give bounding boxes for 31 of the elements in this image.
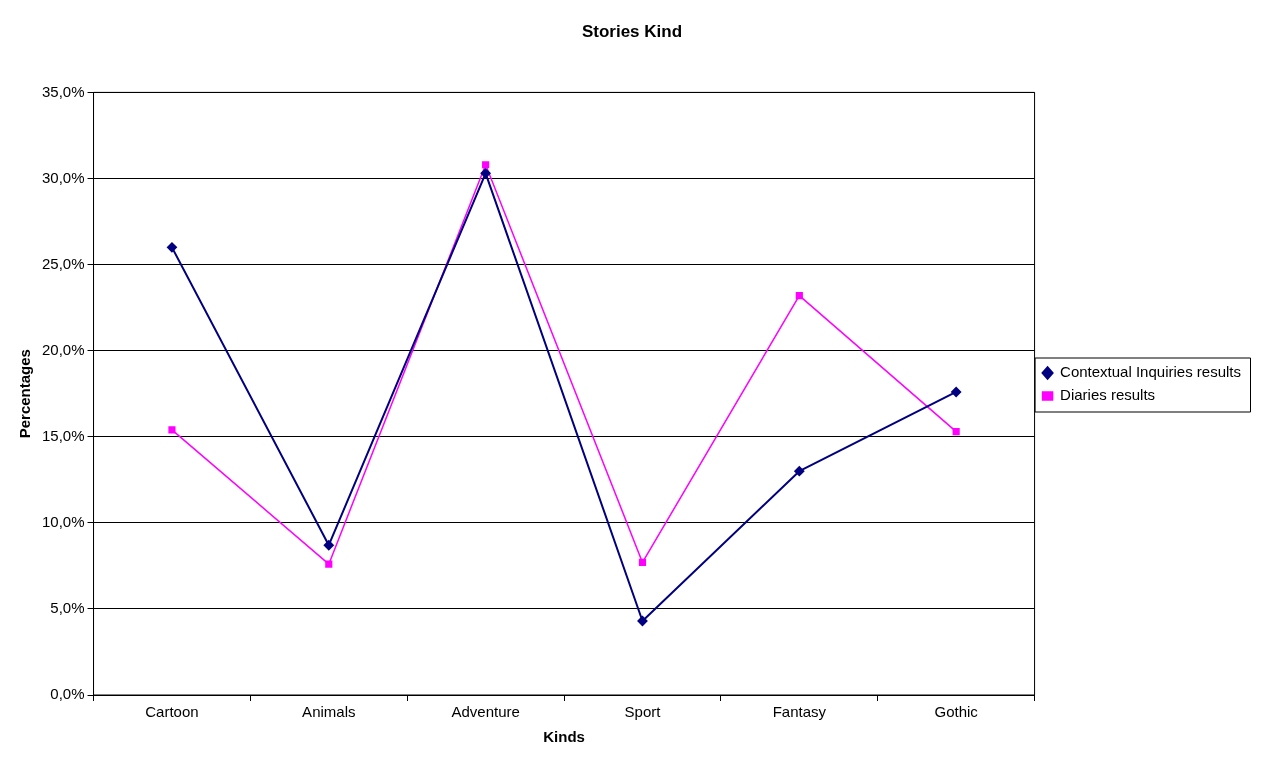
point	[168, 426, 176, 434]
y-tick-label: 20,0%	[41, 340, 85, 358]
y-axis-title: Percentages	[16, 349, 34, 439]
y-tick-label: 10,0%	[41, 512, 85, 530]
legend-label: Contextual Inquiries results	[1060, 363, 1242, 381]
x-tick-label: Cartoon	[145, 703, 199, 721]
point	[795, 291, 803, 300]
y-tick-label: 25,0%	[41, 254, 85, 272]
y-tick-label: 35,0%	[41, 82, 85, 100]
x-tick-label: Sport	[624, 703, 662, 721]
point	[323, 540, 334, 551]
point	[482, 161, 490, 169]
point	[325, 560, 333, 568]
x-tick-label: Adventure	[451, 703, 520, 721]
y-tick-label: 15,0%	[41, 426, 85, 444]
chart-title: Stories Kind	[581, 21, 683, 41]
point	[637, 615, 648, 626]
x-axis-title: Kinds	[543, 728, 585, 746]
point	[638, 558, 647, 567]
x-tick-label: Animals	[302, 703, 356, 721]
y-tick-label: 30,0%	[41, 168, 85, 186]
x-tick-label: Fantasy	[772, 703, 827, 721]
point	[951, 386, 962, 397]
y-tick-label: 5,0%	[50, 599, 85, 617]
point	[952, 428, 960, 436]
point	[480, 168, 491, 179]
point	[166, 242, 177, 253]
y-tick-label: 0,0%	[50, 685, 85, 703]
legend-label: Diaries results	[1060, 386, 1156, 404]
x-tick-label: Gothic	[934, 703, 979, 721]
point	[794, 466, 805, 477]
